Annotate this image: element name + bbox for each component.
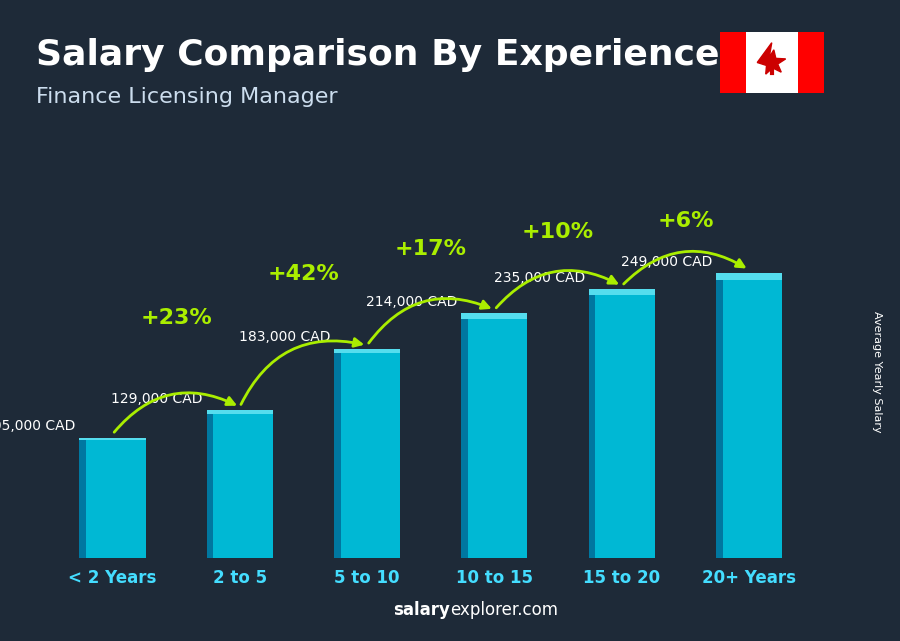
Bar: [207, 410, 273, 558]
Bar: [462, 313, 527, 558]
Bar: [462, 313, 527, 319]
Polygon shape: [757, 43, 786, 74]
Bar: [79, 438, 146, 558]
Text: Salary Comparison By Experience: Salary Comparison By Experience: [36, 38, 719, 72]
Bar: [334, 349, 400, 558]
Bar: [797, 32, 824, 93]
Text: Finance Licensing Manager: Finance Licensing Manager: [36, 87, 338, 106]
Bar: [716, 273, 782, 558]
Bar: [589, 289, 655, 296]
Text: explorer.com: explorer.com: [450, 601, 558, 619]
Text: +23%: +23%: [140, 308, 212, 328]
Bar: [79, 438, 86, 558]
Text: 105,000 CAD: 105,000 CAD: [0, 419, 76, 433]
Bar: [462, 313, 468, 558]
Bar: [207, 410, 213, 558]
Bar: [334, 349, 400, 353]
Bar: [334, 349, 340, 558]
Text: salary: salary: [393, 601, 450, 619]
Bar: [207, 410, 273, 413]
Text: +42%: +42%: [267, 264, 339, 284]
Text: 129,000 CAD: 129,000 CAD: [112, 392, 202, 406]
Text: Average Yearly Salary: Average Yearly Salary: [872, 311, 883, 433]
Bar: [720, 32, 746, 93]
Text: 235,000 CAD: 235,000 CAD: [493, 271, 585, 285]
Text: 214,000 CAD: 214,000 CAD: [366, 295, 457, 309]
Text: +6%: +6%: [657, 212, 714, 231]
Text: +10%: +10%: [522, 222, 594, 242]
Text: 249,000 CAD: 249,000 CAD: [621, 255, 712, 269]
Bar: [589, 289, 655, 558]
Bar: [589, 289, 595, 558]
Text: 183,000 CAD: 183,000 CAD: [238, 330, 330, 344]
Bar: [79, 438, 146, 440]
Text: +17%: +17%: [395, 239, 467, 260]
Bar: [716, 273, 723, 558]
Bar: [716, 273, 782, 279]
